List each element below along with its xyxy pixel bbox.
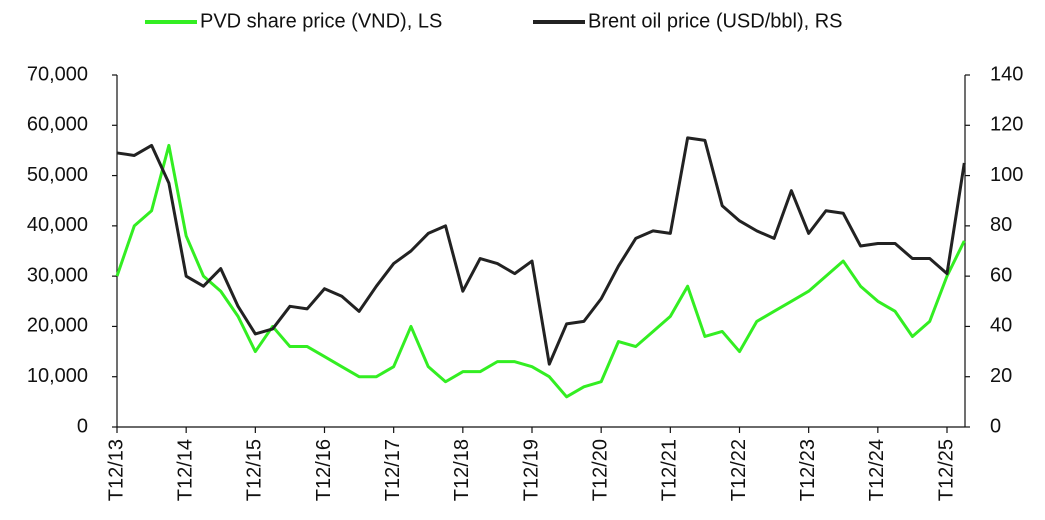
series-line bbox=[116, 136, 966, 366]
y2-tick-label: 0 bbox=[990, 415, 1001, 437]
x-tick-label: T12/22 bbox=[728, 439, 750, 501]
x-tick-label: T12/23 bbox=[797, 439, 819, 501]
x-tick-label: T12/18 bbox=[451, 439, 473, 501]
x-tick-label: T12/14 bbox=[174, 439, 196, 501]
y2-tick-label: 40 bbox=[990, 315, 1012, 337]
x-tick-label: T12/19 bbox=[520, 439, 542, 501]
y-tick-label: 20,000 bbox=[27, 315, 88, 337]
y2-tick-label: 20 bbox=[990, 365, 1012, 387]
legend-label: Brent oil price (USD/bbl), RS bbox=[588, 10, 843, 32]
series-line bbox=[115, 143, 966, 399]
y-tick-label: 10,000 bbox=[27, 365, 88, 387]
y-tick-label: 30,000 bbox=[27, 264, 88, 286]
x-tick-label: T12/16 bbox=[313, 439, 335, 501]
x-tick-label: T12/15 bbox=[244, 439, 266, 501]
y2-tick-label: 80 bbox=[990, 214, 1012, 236]
y-tick-label: 50,000 bbox=[27, 164, 88, 186]
y-tick-label: 70,000 bbox=[27, 63, 88, 85]
y2-tick-label: 100 bbox=[990, 164, 1023, 186]
x-tick-label: T12/20 bbox=[589, 439, 611, 501]
x-tick-label: T12/21 bbox=[659, 439, 681, 501]
y-tick-label: 40,000 bbox=[27, 214, 88, 236]
x-tick-label: T12/17 bbox=[382, 439, 404, 501]
x-tick-label: T12/24 bbox=[866, 439, 888, 501]
y2-tick-label: 60 bbox=[990, 264, 1012, 286]
x-tick-label: T12/13 bbox=[105, 439, 127, 501]
y2-tick-label: 140 bbox=[990, 63, 1023, 85]
x-tick-label: T12/25 bbox=[935, 439, 957, 501]
y-tick-label: 60,000 bbox=[27, 114, 88, 136]
legend-label: PVD share price (VND), LS bbox=[200, 10, 442, 32]
y-tick-label: 0 bbox=[77, 415, 88, 437]
y2-tick-label: 120 bbox=[990, 114, 1023, 136]
